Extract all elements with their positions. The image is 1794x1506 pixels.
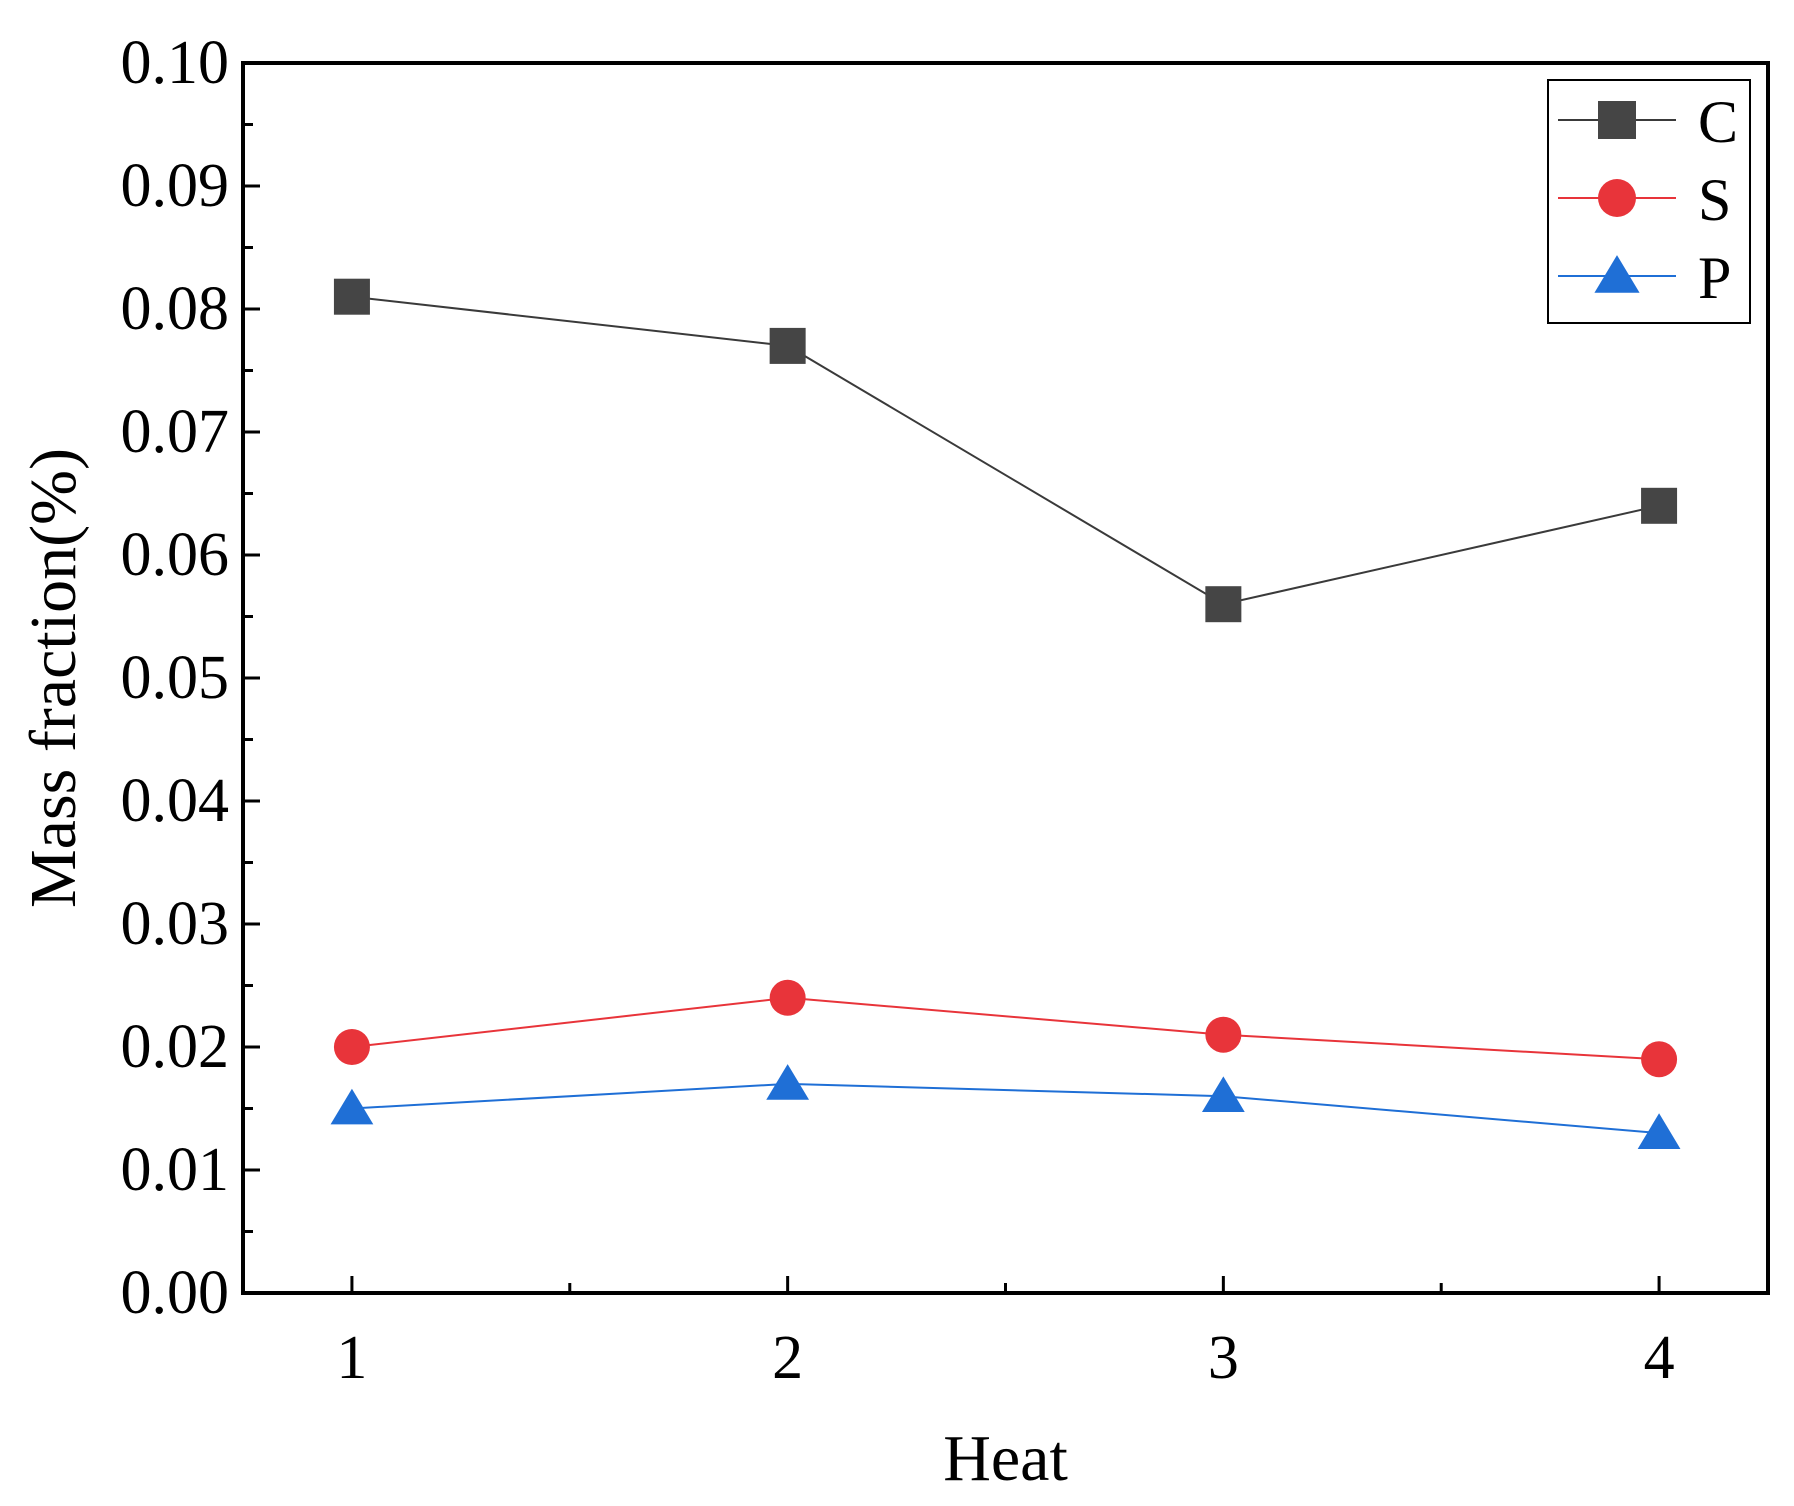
y-axis-title: Mass fraction(%) xyxy=(17,448,90,908)
y-tick-label: 0.02 xyxy=(121,1013,230,1081)
legend-label-p: P xyxy=(1698,245,1731,311)
plot-frame xyxy=(241,61,1770,1295)
data-point-c-3 xyxy=(1205,586,1242,623)
series-group xyxy=(330,278,1681,1149)
y-tick-label: 0.06 xyxy=(121,521,230,589)
legend-item-s: S xyxy=(1558,167,1731,233)
series-s xyxy=(333,979,1678,1078)
legend-marker-s xyxy=(1598,179,1636,217)
y-tick-label: 0.05 xyxy=(121,644,230,712)
series-s-line xyxy=(351,996,1660,1061)
legend: CSP xyxy=(1547,79,1751,324)
series-p xyxy=(330,1064,1681,1149)
data-point-c-4 xyxy=(1641,487,1678,524)
data-point-c-1 xyxy=(333,278,370,315)
data-point-p-2 xyxy=(766,1064,810,1100)
y-tick-label: 0.08 xyxy=(121,275,230,343)
legend-label-c: C xyxy=(1698,89,1738,155)
series-c xyxy=(333,278,1678,623)
y-tick-label: 0.10 xyxy=(121,29,230,97)
x-tick-label: 2 xyxy=(772,1324,803,1392)
data-point-s-1 xyxy=(333,1029,370,1065)
y-tick-label: 0.03 xyxy=(121,890,230,958)
x-tick-label: 1 xyxy=(336,1324,367,1392)
y-tick-label: 0.04 xyxy=(121,767,230,835)
series-c-line xyxy=(351,295,1660,606)
data-point-s-3 xyxy=(1205,1016,1242,1053)
data-point-p-1 xyxy=(330,1088,374,1125)
x-tick-label: 3 xyxy=(1208,1324,1239,1392)
x-tick-label: 4 xyxy=(1644,1324,1675,1392)
data-point-s-4 xyxy=(1641,1041,1678,1078)
data-point-c-2 xyxy=(769,327,806,364)
legend-marker-p xyxy=(1594,255,1640,293)
y-tick-label: 0.01 xyxy=(121,1136,230,1204)
series-p-line xyxy=(351,1082,1660,1135)
x-axis-title: Heat xyxy=(943,1422,1068,1495)
legend-marker-c xyxy=(1598,101,1636,139)
legend-label-s: S xyxy=(1698,167,1731,233)
data-point-s-2 xyxy=(769,979,806,1016)
data-point-p-4 xyxy=(1637,1113,1681,1149)
y-tick-label: 0.07 xyxy=(121,398,230,466)
axes-group: 0.00 0.01 0.02 0.03 0.04 0.05 0.06 0.07 0.08 0.09… xyxy=(121,29,1770,1392)
legend-item-p: P xyxy=(1558,245,1731,311)
y-tick-label: 0.09 xyxy=(121,152,230,220)
legend-item-c: C xyxy=(1558,89,1738,155)
data-point-p-3 xyxy=(1201,1076,1245,1113)
y-tick-label: 0.00 xyxy=(121,1259,230,1327)
